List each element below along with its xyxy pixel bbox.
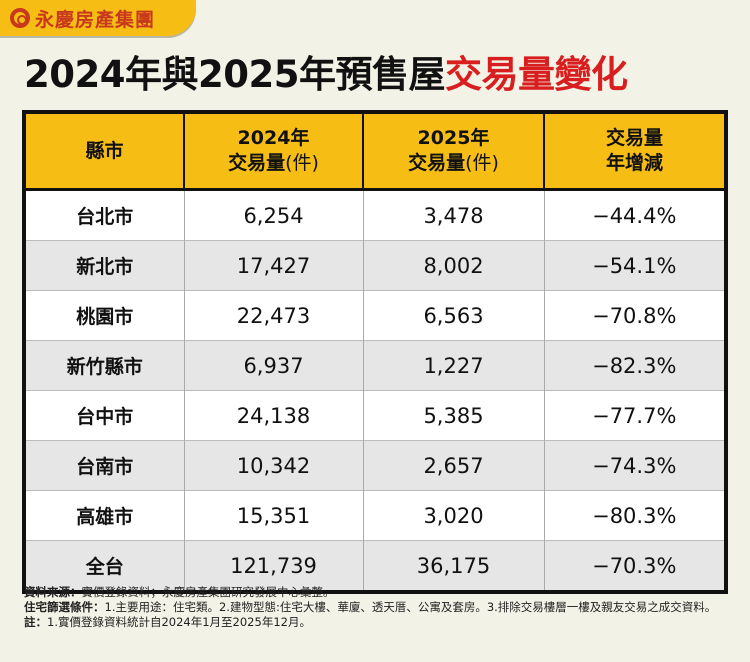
table-row: 全台 121,739 36,175 −70.3% <box>26 540 724 590</box>
value-2024-cell: 22,473 <box>183 290 363 341</box>
header-unit: (件) <box>285 152 319 174</box>
table-row: 新竹縣市 6,937 1,227 −82.3% <box>26 340 724 391</box>
header-line2: 交易量 <box>408 152 466 174</box>
footnote-text: 實價登錄資料；永慶房產集團研究發展中心彙整。 <box>81 585 335 599</box>
city-cell: 全台 <box>26 540 184 590</box>
value-2025-cell: 1,227 <box>362 340 544 391</box>
logo-text: 永慶房產集團 <box>35 8 156 31</box>
footnote: 資料來源：實價登錄資料；永慶房產集團研究發展中心彙整。 <box>24 585 724 600</box>
value-2024-cell: 17,427 <box>183 240 363 291</box>
change-cell: −54.1% <box>543 240 724 291</box>
table-row: 台北市 6,254 3,478 −44.4% <box>26 189 724 241</box>
value-2024-cell: 10,342 <box>183 440 363 491</box>
value-2025-cell: 2,657 <box>362 440 544 491</box>
header-line1: 2025年 <box>417 127 490 149</box>
city-cell: 新北市 <box>26 240 184 291</box>
value-2025-cell: 5,385 <box>362 390 544 441</box>
footnote-text: 1.主要用途：住宅類。2.建物型態:住宅大樓、華廈、透天厝、公寓及套房。3.排除… <box>104 600 717 614</box>
value-2025-cell: 8,002 <box>362 240 544 291</box>
table-row: 新北市 17,427 8,002 −54.1% <box>26 240 724 291</box>
value-2025-cell: 3,020 <box>362 490 544 541</box>
change-cell: −77.7% <box>543 390 724 441</box>
city-cell: 桃園市 <box>26 290 184 341</box>
value-2024-cell: 6,937 <box>183 340 363 391</box>
value-2024-cell: 15,351 <box>183 490 363 541</box>
header-line1: 交易量 <box>605 127 663 149</box>
city-cell: 台中市 <box>26 390 184 441</box>
footnote: 住宅篩選條件：1.主要用途：住宅類。2.建物型態:住宅大樓、華廈、透天厝、公寓及… <box>24 600 724 615</box>
value-2025-cell: 6,563 <box>362 290 544 341</box>
change-cell: −44.4% <box>543 189 724 241</box>
table-row: 高雄市 15,351 3,020 −80.3% <box>26 490 724 541</box>
value-2024-cell: 6,254 <box>183 189 363 241</box>
logo: 永慶房產集團 <box>0 0 196 36</box>
footnote-label: 資料來源： <box>24 585 82 599</box>
page-title: 2024年與2025年預售屋交易量變化 <box>24 52 628 98</box>
value-2024-cell: 121,739 <box>183 540 363 590</box>
value-2025-cell: 3,478 <box>362 189 544 241</box>
change-cell: −80.3% <box>543 490 724 541</box>
table-row: 桃園市 22,473 6,563 −70.8% <box>26 290 724 341</box>
city-cell: 高雄市 <box>26 490 184 541</box>
value-2024-cell: 24,138 <box>183 390 363 441</box>
header-line1: 縣市 <box>85 139 124 162</box>
city-cell: 台南市 <box>26 440 184 491</box>
change-cell: −82.3% <box>543 340 724 391</box>
column-header: 交易量 年增減 <box>543 114 724 191</box>
header-line2: 年增減 <box>605 152 663 174</box>
column-header: 2024年交易量(件) <box>183 114 363 191</box>
change-cell: −74.3% <box>543 440 724 491</box>
column-header: 縣市 <box>26 114 184 191</box>
change-cell: −70.3% <box>543 540 724 590</box>
column-header: 2025年交易量(件) <box>362 114 544 191</box>
title-main: 2024年與2025年預售屋 <box>24 53 445 96</box>
city-cell: 新竹縣市 <box>26 340 184 391</box>
change-cell: −70.8% <box>543 290 724 341</box>
value-2025-cell: 36,175 <box>362 540 544 590</box>
footnotes: 資料來源：實價登錄資料；永慶房產集團研究發展中心彙整。 住宅篩選條件：1.主要用途… <box>24 585 724 630</box>
title-highlight: 交易量變化 <box>444 53 628 96</box>
table-header-row: 縣市 2024年 交易量(件) 2025年 交易量(件) 交易量 年增減 <box>26 114 724 191</box>
header-line2: 交易量 <box>228 152 286 174</box>
table-row: 台南市 10,342 2,657 −74.3% <box>26 440 724 491</box>
city-cell: 台北市 <box>26 189 184 241</box>
footnote-text: 1.實價登錄資料統計自2024年1月至2025年12月。 <box>47 615 311 629</box>
logo-icon <box>10 8 30 28</box>
header-unit: (件) <box>465 152 499 174</box>
header-line1: 2024年 <box>237 127 310 149</box>
data-table: 縣市 2024年 交易量(件) 2025年 交易量(件) 交易量 年增減 台北市 6,254 3… <box>22 110 728 594</box>
table-row: 台中市 24,138 5,385 −77.7% <box>26 390 724 441</box>
footnote-label: 住宅篩選條件： <box>24 600 105 614</box>
footnote: 註：1.實價登錄資料統計自2024年1月至2025年12月。 <box>24 615 724 630</box>
footnote-label: 註： <box>24 615 47 629</box>
